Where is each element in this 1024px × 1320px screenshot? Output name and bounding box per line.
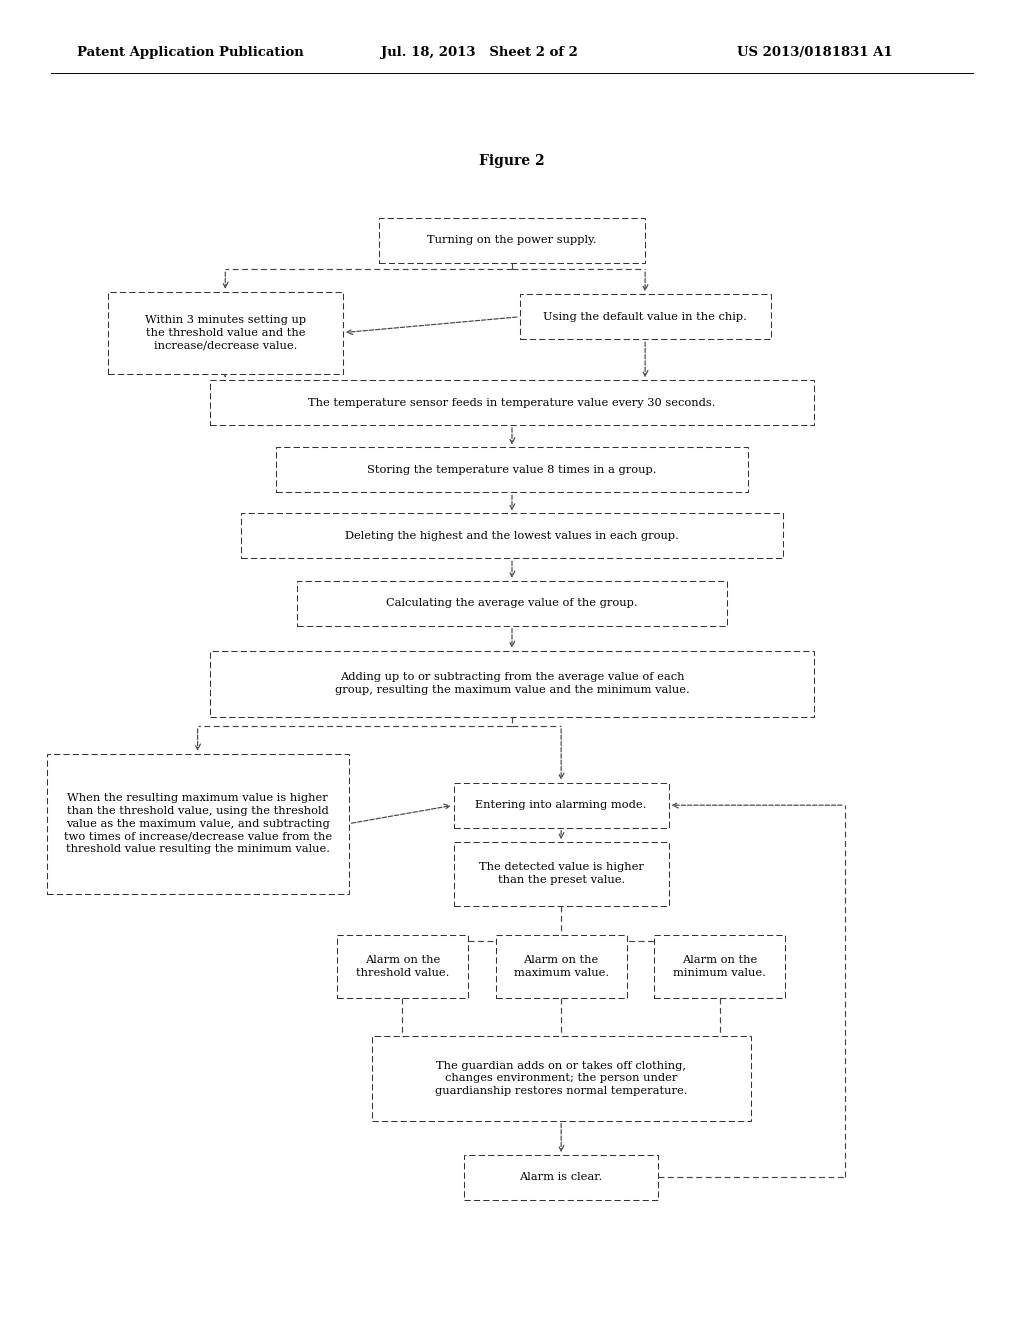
Text: Jul. 18, 2013   Sheet 2 of 2: Jul. 18, 2013 Sheet 2 of 2 [381, 46, 578, 59]
FancyBboxPatch shape [454, 783, 669, 828]
Text: Deleting the highest and the lowest values in each group.: Deleting the highest and the lowest valu… [345, 531, 679, 541]
Text: The guardian adds on or takes off clothing,
changes environment; the person unde: The guardian adds on or takes off clothi… [435, 1061, 687, 1096]
FancyBboxPatch shape [464, 1155, 658, 1200]
FancyBboxPatch shape [654, 935, 785, 998]
Text: Alarm on the
threshold value.: Alarm on the threshold value. [355, 954, 450, 978]
Text: When the resulting maximum value is higher
than the threshold value, using the t: When the resulting maximum value is high… [63, 793, 332, 854]
FancyBboxPatch shape [372, 1036, 751, 1121]
Text: US 2013/0181831 A1: US 2013/0181831 A1 [737, 46, 893, 59]
FancyBboxPatch shape [108, 292, 343, 374]
Text: Using the default value in the chip.: Using the default value in the chip. [543, 312, 748, 322]
FancyBboxPatch shape [297, 581, 727, 626]
FancyBboxPatch shape [496, 935, 627, 998]
FancyBboxPatch shape [520, 294, 771, 339]
FancyBboxPatch shape [276, 447, 748, 492]
FancyBboxPatch shape [210, 380, 814, 425]
Text: Alarm is clear.: Alarm is clear. [519, 1172, 603, 1183]
FancyBboxPatch shape [337, 935, 468, 998]
Text: Turning on the power supply.: Turning on the power supply. [427, 235, 597, 246]
Text: The temperature sensor feeds in temperature value every 30 seconds.: The temperature sensor feeds in temperat… [308, 397, 716, 408]
Text: Figure 2: Figure 2 [479, 154, 545, 168]
FancyBboxPatch shape [47, 754, 348, 894]
FancyBboxPatch shape [454, 842, 669, 906]
Text: Within 3 minutes setting up
the threshold value and the
increase/decrease value.: Within 3 minutes setting up the threshol… [144, 315, 306, 350]
Text: The detected value is higher
than the preset value.: The detected value is higher than the pr… [478, 862, 644, 886]
Text: Alarm on the
minimum value.: Alarm on the minimum value. [674, 954, 766, 978]
FancyBboxPatch shape [210, 651, 814, 717]
Text: Calculating the average value of the group.: Calculating the average value of the gro… [386, 598, 638, 609]
Text: Storing the temperature value 8 times in a group.: Storing the temperature value 8 times in… [368, 465, 656, 475]
Text: Patent Application Publication: Patent Application Publication [77, 46, 303, 59]
Text: Alarm on the
maximum value.: Alarm on the maximum value. [514, 954, 608, 978]
Text: Adding up to or subtracting from the average value of each
group, resulting the : Adding up to or subtracting from the ave… [335, 672, 689, 696]
FancyBboxPatch shape [379, 218, 645, 263]
Text: Entering into alarming mode.: Entering into alarming mode. [475, 800, 647, 810]
FancyBboxPatch shape [241, 513, 783, 558]
